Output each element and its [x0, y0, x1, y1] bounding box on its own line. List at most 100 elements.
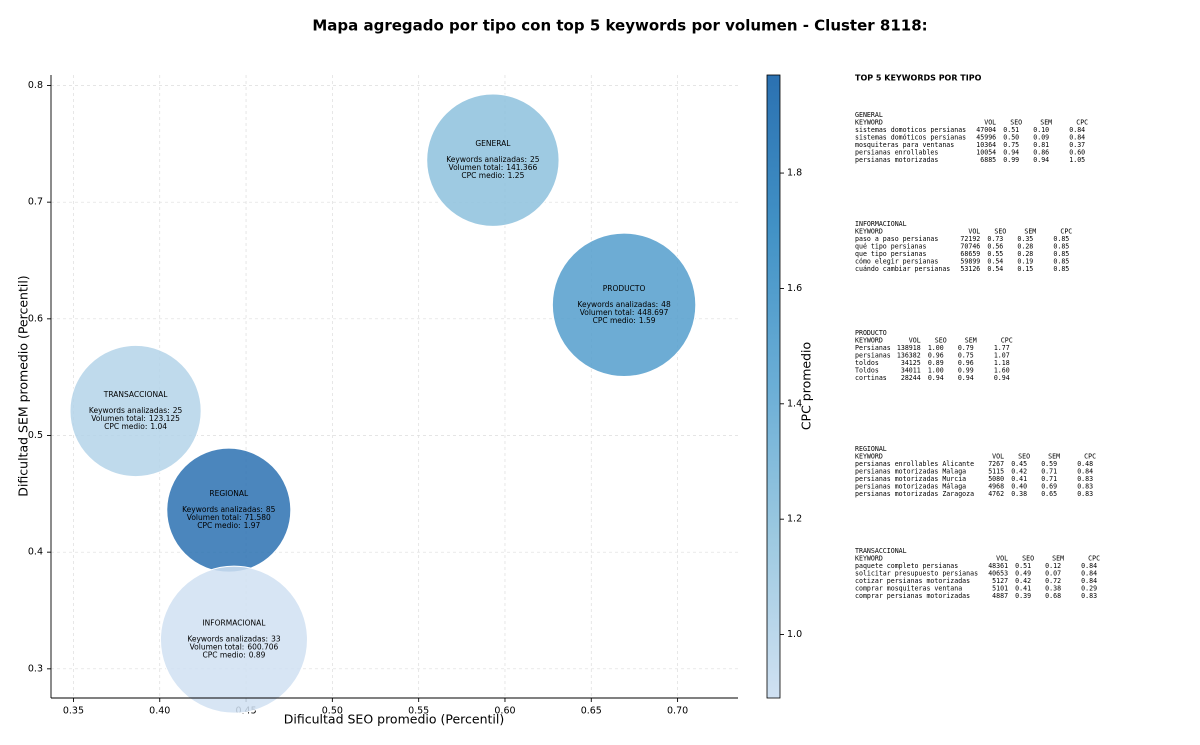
x-axis-label: Dificultad SEO promedio (Percentil): [284, 712, 504, 727]
column-header: CPC: [1084, 453, 1096, 461]
metric-cell: 70746: [960, 243, 980, 251]
metric-cell: 0.85: [1053, 250, 1069, 258]
keyword-cell: paso a paso persianas: [855, 235, 938, 243]
keyword-cell: paquete completo persianas: [855, 562, 958, 570]
bubble-info-label: CPC medio:: [461, 171, 504, 180]
metric-cell: 53126: [960, 265, 980, 273]
metric-cell: 0.50: [1003, 134, 1019, 142]
column-header: SEO: [1022, 555, 1034, 563]
metric-cell: 0.29: [1081, 585, 1097, 593]
metric-cell: 0.83: [1077, 490, 1093, 498]
column-header: KEYWORD: [855, 228, 883, 236]
x-tick-label: 0.60: [494, 706, 515, 717]
metric-cell: 0.12: [1045, 562, 1061, 570]
bubble-info-value: 25: [530, 155, 540, 164]
column-header: KEYWORD: [855, 453, 883, 461]
metric-cell: 0.84: [1069, 126, 1085, 134]
metric-cell: 0.83: [1077, 483, 1093, 491]
bubble: [159, 565, 308, 714]
metric-cell: 0.99: [1003, 156, 1019, 164]
keyword-cell: persianas motorizadas Murcia: [855, 475, 966, 483]
keyword-cell: cómo elegir persianas: [855, 258, 938, 266]
metric-cell: 0.41: [1015, 585, 1031, 593]
metric-cell: 0.51: [1015, 562, 1031, 570]
column-header: SEM: [1052, 555, 1064, 563]
bubble-name: TRANSACCIONAL: [103, 390, 168, 399]
x-tick-label: 0.65: [581, 706, 602, 717]
bubble-info-label: CPC medio:: [197, 521, 240, 530]
y-axis-label: Dificultad SEM promedio (Percentil): [16, 275, 31, 496]
bubble-info: Keywords analizadas: 85: [182, 505, 276, 514]
section-name: GENERAL: [855, 111, 883, 119]
metric-cell: 5115: [988, 468, 1004, 476]
metric-cell: 0.94: [958, 374, 974, 382]
metric-cell: 34125: [901, 359, 921, 367]
y-tick-label: 0.7: [28, 197, 43, 208]
keyword-cell: comprar persianas motorizadas: [855, 592, 970, 600]
metric-cell: 1.60: [994, 367, 1010, 375]
metric-cell: 0.94: [928, 374, 944, 382]
keyword-cell: persianas enrollables Alicante: [855, 460, 974, 468]
metric-cell: 0.73: [987, 235, 1003, 243]
metric-cell: 10364: [976, 141, 996, 149]
metric-cell: 1.07: [994, 352, 1010, 360]
y-tick-label: 0.3: [28, 663, 43, 674]
bubble-info: Keywords analizadas: 25: [89, 406, 183, 415]
metric-cell: 0.84: [1081, 570, 1097, 578]
column-header: CPC: [1088, 555, 1100, 563]
column-header: VOL: [909, 337, 921, 345]
column-header: VOL: [968, 228, 980, 236]
bubble-info: CPC medio: 1.04: [104, 422, 167, 431]
keyword-cell: cuándo cambiar persianas: [855, 265, 950, 273]
bubble-info-value: 1.25: [508, 171, 525, 180]
bubble-info-label: Keywords analizadas:: [187, 635, 268, 644]
bubble-info: CPC medio: 0.89: [202, 651, 265, 660]
metric-cell: 5101: [992, 585, 1008, 593]
colorbar-tick-label: 1.2: [787, 514, 802, 525]
metric-cell: 0.60: [1069, 149, 1085, 157]
metric-cell: 0.09: [1033, 134, 1049, 142]
metric-cell: 0.86: [1033, 149, 1049, 157]
metric-cell: 0.99: [958, 367, 974, 375]
bubble: [426, 93, 560, 227]
bubble-info-value: 123.125: [149, 414, 180, 423]
keyword-cell: toldos: [855, 359, 879, 367]
x-tick-label: 0.35: [63, 706, 84, 717]
bubble-info-value: 25: [173, 406, 183, 415]
metric-cell: 0.96: [958, 359, 974, 367]
bubble-info-label: Keywords analizadas:: [577, 300, 658, 309]
metric-cell: 138918: [897, 344, 921, 352]
keyword-cell: mosquiteras para ventanas: [855, 141, 954, 149]
bubble-name: GENERAL: [475, 139, 511, 148]
metric-cell: 0.40: [1011, 483, 1027, 491]
metric-cell: 0.28: [1017, 250, 1033, 258]
metric-cell: 0.49: [1015, 570, 1031, 578]
keyword-cell: que tipo persianas: [855, 250, 926, 258]
metric-cell: 0.72: [1045, 577, 1061, 585]
bubble-info-label: Volumen total:: [190, 643, 245, 652]
metric-cell: 0.48: [1077, 460, 1093, 468]
y-tick-label: 0.4: [28, 547, 43, 558]
bubble-info-value: 600.706: [247, 643, 278, 652]
metric-cell: 5080: [988, 475, 1004, 483]
metric-cell: 0.84: [1069, 134, 1085, 142]
column-header: SEO: [994, 228, 1006, 236]
metric-cell: 0.83: [1081, 592, 1097, 600]
metric-cell: 6885: [980, 156, 996, 164]
bubble-info-value: 0.89: [249, 651, 266, 660]
chart-title: Mapa agregado por tipo con top 5 keyword…: [312, 17, 927, 35]
metric-cell: 59899: [960, 258, 980, 266]
metric-cell: 0.51: [1003, 126, 1019, 134]
metric-cell: 40653: [988, 570, 1008, 578]
keyword-cell: solicitar presupuesto persianas: [855, 570, 978, 578]
bubble-info: Volumen total: 71.580: [187, 513, 271, 522]
metric-cell: 0.39: [1015, 592, 1031, 600]
bubble-info-label: Volumen total:: [449, 163, 504, 172]
metric-cell: 0.38: [1045, 585, 1061, 593]
column-header: KEYWORD: [855, 337, 883, 345]
metric-cell: 0.07: [1045, 570, 1061, 578]
metric-cell: 1.77: [994, 344, 1010, 352]
bubble-name: INFORMACIONAL: [202, 619, 266, 628]
x-tick-label: 0.40: [149, 706, 170, 717]
bubble-info-value: 1.04: [150, 422, 167, 431]
